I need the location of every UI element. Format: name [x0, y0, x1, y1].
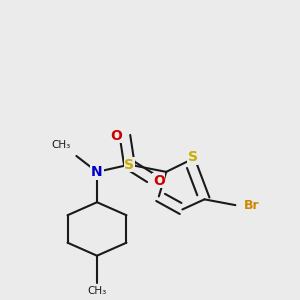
Text: CH₃: CH₃ [51, 140, 70, 150]
Text: O: O [110, 129, 122, 143]
Text: O: O [153, 174, 165, 188]
Text: Br: Br [244, 199, 260, 212]
Text: S: S [124, 158, 134, 172]
Text: S: S [188, 150, 198, 164]
Text: CH₃: CH₃ [87, 286, 106, 296]
Text: N: N [91, 165, 103, 179]
